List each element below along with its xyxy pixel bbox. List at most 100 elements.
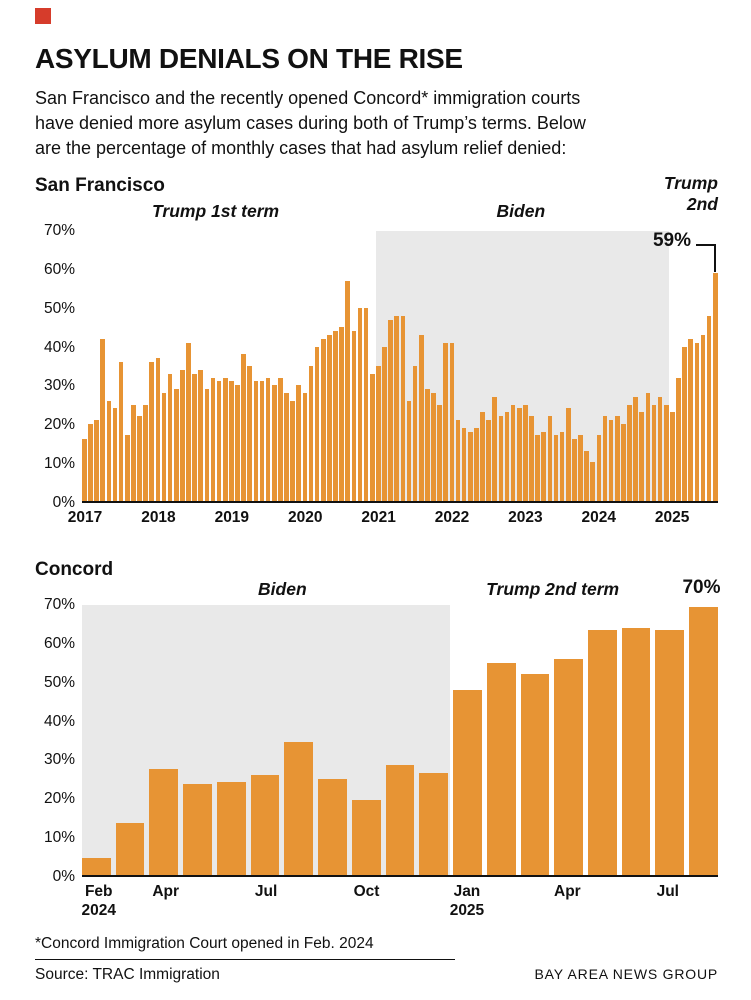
bar xyxy=(565,408,571,501)
y-axis-label: 0% xyxy=(52,494,75,511)
bar xyxy=(486,420,491,501)
bar xyxy=(82,439,87,501)
bar xyxy=(183,784,212,875)
bar xyxy=(467,431,473,501)
x-axis-label: Jan 2025 xyxy=(449,883,485,919)
bar xyxy=(621,628,651,875)
chart-san-francisco: San Francisco Trump 2nd Trump 1st term B… xyxy=(35,173,718,529)
x-axis-label: Jul xyxy=(656,883,679,900)
bar xyxy=(645,393,651,501)
bar xyxy=(516,408,522,501)
bar xyxy=(106,400,112,501)
publisher-logo-mark xyxy=(35,8,51,24)
bar xyxy=(627,404,632,501)
bar xyxy=(284,741,314,875)
footer-row: Source: TRAC Immigration BAY AREA NEWS G… xyxy=(35,966,718,984)
news-group-credit: BAY AREA NEWS GROUP xyxy=(534,966,718,982)
bar xyxy=(118,362,124,501)
bar xyxy=(216,381,222,501)
annotation-trump-2nd-line2: 2nd xyxy=(686,194,718,214)
intro-line-3: are the percentage of monthly cases that… xyxy=(35,138,567,158)
y-axis-label: 50% xyxy=(43,299,75,317)
peak-callout-59-percent: 59% xyxy=(653,231,716,272)
bar xyxy=(418,335,424,501)
annotation-trump-2nd-line1: Trump xyxy=(663,173,718,193)
bar xyxy=(621,423,626,501)
chart-header-sf: San Francisco Trump 2nd xyxy=(35,173,718,214)
y-axis-label: 0% xyxy=(52,868,75,885)
bar xyxy=(216,782,246,875)
bar xyxy=(143,404,148,501)
y-axis-sf: 70% 60% 50% 40% 30% 20% 10% 0% xyxy=(35,222,75,511)
bar xyxy=(192,373,197,501)
bar xyxy=(700,335,706,501)
bar xyxy=(486,662,516,875)
bar xyxy=(688,339,693,501)
bar xyxy=(259,381,265,501)
bar xyxy=(474,427,479,501)
y-axis-label: 40% xyxy=(43,338,75,356)
x-axis-label: 2024 xyxy=(581,509,616,526)
bar xyxy=(588,630,617,875)
bar xyxy=(510,404,516,501)
bars-concord xyxy=(82,605,718,875)
bar xyxy=(689,606,718,875)
bar xyxy=(655,630,685,875)
bar xyxy=(271,385,277,501)
annotation-biden: Biden xyxy=(496,201,546,221)
bar xyxy=(385,765,415,875)
x-axis-label: Oct xyxy=(353,883,380,900)
x-axis-label: Feb 2024 xyxy=(81,883,116,919)
bar xyxy=(547,416,553,501)
x-axis-label: Apr xyxy=(152,883,180,900)
bar xyxy=(492,396,497,501)
y-axis-label: 30% xyxy=(43,377,75,395)
bar xyxy=(204,389,210,501)
bar xyxy=(198,369,203,501)
bar xyxy=(222,377,228,501)
intro-text: San Francisco and the recently opened Co… xyxy=(35,86,718,161)
headline: ASYLUM DENIALS ON THE RISE xyxy=(35,43,463,74)
x-axis-label: 2020 xyxy=(287,509,323,526)
bar xyxy=(247,366,252,501)
bar xyxy=(318,778,347,875)
bar xyxy=(302,393,308,501)
bar xyxy=(357,308,363,501)
footer: *Concord Immigration Court opened in Feb… xyxy=(35,935,718,984)
bar xyxy=(94,420,99,501)
intro-line-2: have denied more asylum cases during bot… xyxy=(35,113,586,133)
chart-title-san-francisco: San Francisco xyxy=(35,175,165,196)
y-axis-label: 30% xyxy=(43,751,75,769)
y-axis-label: 40% xyxy=(43,712,75,730)
bar xyxy=(167,373,173,501)
bar xyxy=(504,412,510,501)
bar xyxy=(572,439,577,501)
bar xyxy=(554,659,584,875)
era-annotations-concord: Biden Trump 2nd term xyxy=(82,579,718,605)
bar xyxy=(173,389,179,501)
annotation-trump-2nd-term: Trump 2nd term xyxy=(486,579,620,599)
peak-callout-70-percent: 70% xyxy=(682,577,721,598)
y-axis-label: 50% xyxy=(43,673,75,691)
plot-area-concord: 70% xyxy=(82,577,720,877)
x-axis-label: 2019 xyxy=(214,509,250,526)
bar xyxy=(461,427,467,501)
bar xyxy=(161,393,167,501)
x-axis-concord: Feb 2024 Apr Jul Oct Jan 2025 Apr Jul xyxy=(81,877,718,923)
bar xyxy=(250,774,280,875)
bar xyxy=(419,772,449,875)
bar xyxy=(553,435,559,501)
y-axis-label: 10% xyxy=(43,829,75,847)
annotation-trump-2nd: Trump 2nd xyxy=(664,173,718,215)
bar xyxy=(88,423,93,501)
bar xyxy=(520,674,550,875)
callout-connector-line xyxy=(696,244,716,272)
bar xyxy=(453,689,482,875)
bar xyxy=(590,462,595,501)
bar xyxy=(115,822,145,875)
bar xyxy=(278,377,283,501)
bars-sf xyxy=(82,231,718,501)
intro-line-1: San Francisco and the recently opened Co… xyxy=(35,88,581,108)
bar xyxy=(602,416,608,501)
